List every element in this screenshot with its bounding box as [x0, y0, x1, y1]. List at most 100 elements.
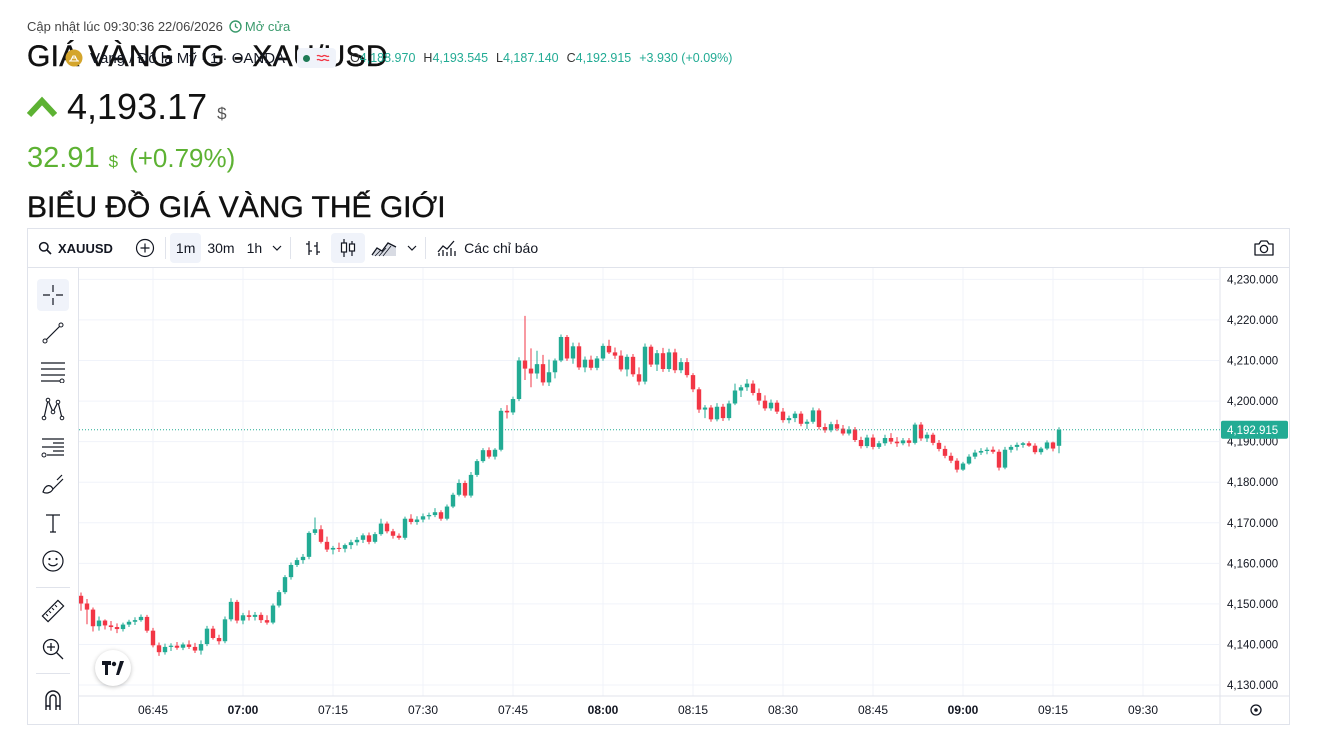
tool-divider [36, 587, 70, 588]
time-tick-label: 09:00 [948, 703, 979, 717]
tool-divider [36, 673, 70, 674]
magnet-tool[interactable] [37, 684, 69, 716]
chart-legend: Vàng / Đô la Mỹ · 1 · OANDA O4,188.970 H… [65, 48, 732, 68]
candle-body [552, 360, 558, 373]
candle-body [1044, 442, 1050, 449]
compare-button[interactable] [129, 233, 161, 263]
candle-body [882, 437, 888, 444]
brush-tool[interactable] [37, 469, 69, 501]
candle-body [660, 353, 666, 370]
candle-body [90, 609, 96, 627]
price-chart[interactable]: 4,230.000 4,220.000 4,210.000 4,200.000 4,19… [79, 268, 1289, 724]
candle-body [702, 407, 708, 410]
candle-body [258, 614, 264, 621]
bars-style-button[interactable] [295, 233, 331, 263]
ohlc-values: O4,188.970 H4,193.545 L4,187.140 C4,192.… [350, 51, 732, 65]
candles-style-button[interactable] [331, 233, 366, 263]
candle-body [144, 616, 150, 631]
candle-body [918, 424, 924, 439]
toolbar-divider [425, 237, 427, 259]
candle-body [828, 424, 834, 431]
change-unit: $ [108, 152, 119, 171]
chart-type-dropdown[interactable] [403, 233, 421, 263]
candle-body [408, 518, 414, 522]
candle-body [978, 450, 984, 453]
candle-body [864, 437, 870, 447]
candle-body [96, 620, 102, 627]
candle-body [468, 474, 474, 496]
symbol-search[interactable]: XAUUSD [28, 233, 119, 263]
candle-body [360, 535, 366, 540]
fib-icon [41, 438, 64, 458]
candle-body [288, 564, 294, 578]
text-tool[interactable] [37, 507, 69, 539]
price-tick-label: 4,190.000 [1227, 437, 1278, 449]
candle-body [450, 494, 456, 507]
candle-body [588, 359, 594, 368]
tradingview-icon [102, 661, 124, 675]
candle-body [312, 529, 318, 533]
candle-body [1050, 442, 1056, 449]
market-status-pill[interactable] [297, 48, 337, 68]
horizontal-lines-icon [41, 362, 65, 383]
candle-body [792, 413, 798, 419]
candle-body [510, 399, 516, 413]
candle-body [834, 424, 840, 429]
candle-body [522, 360, 528, 369]
trend-line-icon [42, 322, 64, 344]
bars-icon [306, 241, 321, 255]
tradingview-logo[interactable] [95, 650, 131, 686]
zoom-in-tool[interactable] [37, 633, 69, 665]
indicators-button[interactable]: Các chỉ báo [430, 233, 544, 263]
interval-1m[interactable]: 1m [169, 233, 202, 263]
candle-body [960, 463, 966, 470]
camera-icon [1254, 240, 1274, 256]
candle-body [204, 628, 210, 645]
interval-30m[interactable]: 30m [207, 240, 235, 256]
interval-1h[interactable]: 1h [246, 240, 263, 256]
price-tick-label: 4,150.000 [1227, 599, 1278, 611]
area-style-button[interactable] [365, 233, 403, 263]
horizontal-lines-tool[interactable] [37, 355, 69, 387]
price-tick-label: 4,220.000 [1227, 315, 1278, 327]
trend-line-tool[interactable] [37, 317, 69, 349]
add-circle-icon [135, 238, 155, 258]
candle-body [846, 429, 852, 434]
candle-body [456, 483, 462, 495]
candle-body [972, 452, 978, 457]
fib-tool[interactable] [37, 431, 69, 463]
candle-body [714, 406, 720, 420]
ruler-tool[interactable] [37, 595, 69, 627]
time-tick-label: 06:45 [138, 703, 168, 717]
emoji-tool[interactable] [37, 545, 69, 577]
close-key: C [566, 51, 576, 65]
candle-body [642, 346, 648, 382]
candle-body [402, 518, 408, 538]
candle-body [822, 427, 828, 431]
clock-icon [229, 20, 242, 33]
candle-body [582, 359, 588, 368]
crosshair-icon [43, 285, 63, 305]
crosshair-tool[interactable] [37, 279, 69, 311]
candle-body [432, 512, 438, 516]
screenshot-button[interactable] [1247, 233, 1281, 263]
candle-body [1008, 446, 1014, 450]
candle-body [306, 532, 312, 557]
candle-body [132, 620, 138, 622]
pattern-tool[interactable] [37, 393, 69, 425]
time-tick-label: 08:30 [768, 703, 798, 717]
candle-body [120, 624, 126, 630]
candle-body [192, 646, 198, 651]
interval-dropdown[interactable] [268, 233, 286, 263]
candle-body [174, 645, 180, 648]
candle-body [264, 620, 270, 623]
candle-body [804, 421, 810, 424]
candle-body [324, 541, 330, 550]
up-arrow-icon [27, 96, 57, 118]
candle-body [1014, 444, 1020, 447]
indicators-icon [437, 240, 456, 256]
candle-body [798, 413, 804, 424]
candle-body [654, 353, 660, 365]
candle-body [738, 387, 744, 391]
chevron-down-icon [272, 245, 282, 251]
